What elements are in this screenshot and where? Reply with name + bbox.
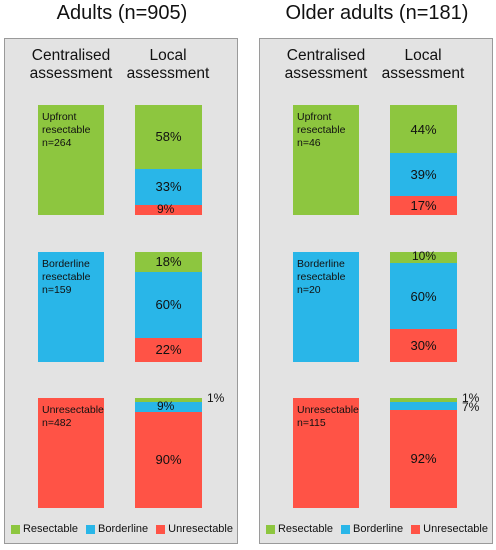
- local-segment-resectable: 18%: [135, 252, 202, 272]
- local-segment-unresectable: 92%: [390, 409, 457, 508]
- header-line: assessment: [284, 65, 368, 82]
- category-label: resectable: [42, 124, 91, 136]
- legend-label: Borderline: [98, 523, 149, 535]
- segment-label: 18%: [155, 254, 182, 270]
- centralised-bar-resectable: Upfront resectable n=46: [293, 105, 359, 215]
- category-label: Unresectable: [297, 404, 359, 416]
- local-segment-borderline: 39%: [390, 153, 457, 197]
- local-assessment-header: Local assessment: [373, 47, 473, 83]
- local-segment-borderline: 60%: [390, 263, 457, 329]
- segment-label: 60%: [155, 297, 182, 313]
- legend-label: Borderline: [353, 523, 404, 535]
- legend-swatch: [411, 524, 421, 534]
- legend-swatch: [265, 524, 275, 534]
- n-label: n=264: [42, 137, 72, 149]
- local-segment-unresectable: 90%: [135, 411, 202, 508]
- centralised-assessment-header: Centralised assessment: [276, 47, 376, 83]
- legend-label: Unresectable: [423, 523, 488, 535]
- category-label: resectable: [297, 271, 346, 283]
- panel-title: Adults (n=905): [56, 2, 188, 24]
- centralised-assessment-header: Centralised assessment: [21, 47, 121, 83]
- centralised-bar-borderline: Borderline resectable n=20: [293, 252, 359, 362]
- panel-box: Centralised assessment Local assessment Upfr…: [259, 38, 493, 544]
- legend-label: Resectable: [22, 523, 79, 535]
- header-line: assessment: [126, 65, 210, 82]
- segment-label: 9%: [157, 399, 175, 413]
- legend-item-unresectable: Unresectable: [411, 523, 488, 535]
- segment-label: 1%: [207, 391, 225, 405]
- centralised-bar-unresectable: Unresectable n=482: [38, 398, 104, 508]
- legend-item-resectable: Resectable: [265, 523, 334, 535]
- segment-label: 10%: [412, 249, 437, 263]
- segment-label: 92%: [410, 451, 437, 467]
- segment-label: 60%: [410, 288, 437, 304]
- category-label: resectable: [42, 271, 91, 283]
- local-assessment-header: Local assessment: [118, 47, 218, 83]
- header-line: Local: [404, 47, 442, 64]
- n-label: n=115: [297, 417, 326, 429]
- legend-label: Resectable: [277, 523, 334, 535]
- category-label: resectable: [297, 124, 346, 136]
- local-segment-borderline: [390, 402, 457, 410]
- legend-item-borderline: Borderline: [341, 523, 403, 535]
- local-segment-unresectable: [135, 205, 202, 215]
- legend-swatch: [341, 524, 351, 534]
- local-segment-unresectable: 17%: [390, 196, 457, 215]
- category-label: Borderline: [297, 258, 345, 270]
- header-line: Centralised: [31, 47, 111, 64]
- local-segment-resectable: [390, 398, 457, 402]
- local-segment-borderline: [135, 402, 202, 412]
- segment-label: 9%: [157, 202, 175, 217]
- local-segment-borderline: 60%: [135, 271, 202, 338]
- legend-item-resectable: Resectable: [10, 523, 79, 535]
- n-label: n=159: [42, 284, 72, 296]
- panel-box: Centralised assessment Local assessment Upfr…: [4, 38, 238, 544]
- legend: Resectable Borderline Unresectable: [260, 523, 494, 535]
- local-segment-unresectable: 30%: [390, 329, 457, 362]
- local-segment-unresectable: 22%: [135, 337, 202, 362]
- n-label: n=20: [297, 284, 321, 296]
- legend-swatch: [156, 524, 166, 534]
- category-label: Unresectable: [42, 404, 104, 416]
- segment-label: 7%: [462, 400, 480, 414]
- centralised-bar-borderline: Borderline resectable n=159: [38, 252, 104, 362]
- header-line: assessment: [381, 65, 465, 82]
- segment-label: 30%: [410, 338, 437, 353]
- local-segment-resectable: 58%: [135, 105, 202, 169]
- centralised-bar-resectable: Upfront resectable n=264: [38, 105, 104, 215]
- local-segment-resectable: [135, 398, 202, 402]
- legend-swatch: [10, 524, 20, 534]
- legend-label: Unresectable: [168, 523, 233, 535]
- legend: Resectable Borderline Unresectable: [5, 523, 239, 535]
- n-label: n=46: [297, 137, 321, 149]
- legend-item-borderline: Borderline: [86, 523, 148, 535]
- panel-title: Older adults (n=181): [285, 2, 469, 24]
- header-line: Local: [149, 47, 187, 64]
- category-label: Upfront: [297, 111, 332, 123]
- segment-label: 1%: [462, 391, 480, 405]
- segment-label: 17%: [410, 198, 437, 214]
- segment-label: 39%: [410, 167, 437, 183]
- header-line: Centralised: [286, 47, 366, 64]
- segment-label: 58%: [155, 129, 182, 145]
- segment-label: 44%: [410, 121, 437, 137]
- header-line: assessment: [29, 65, 113, 82]
- segment-label: 22%: [155, 342, 182, 358]
- legend-item-unresectable: Unresectable: [156, 523, 233, 535]
- local-segment-resectable: [390, 252, 457, 263]
- legend-swatch: [86, 524, 96, 534]
- category-label: Borderline: [42, 258, 90, 270]
- segment-label: 33%: [155, 179, 182, 195]
- centralised-bar-unresectable: Unresectable n=115: [293, 398, 359, 508]
- local-segment-borderline: 33%: [135, 168, 202, 206]
- category-label: Upfront: [42, 111, 77, 123]
- local-segment-resectable: 44%: [390, 105, 457, 154]
- n-label: n=482: [42, 417, 72, 429]
- segment-label: 90%: [155, 452, 182, 468]
